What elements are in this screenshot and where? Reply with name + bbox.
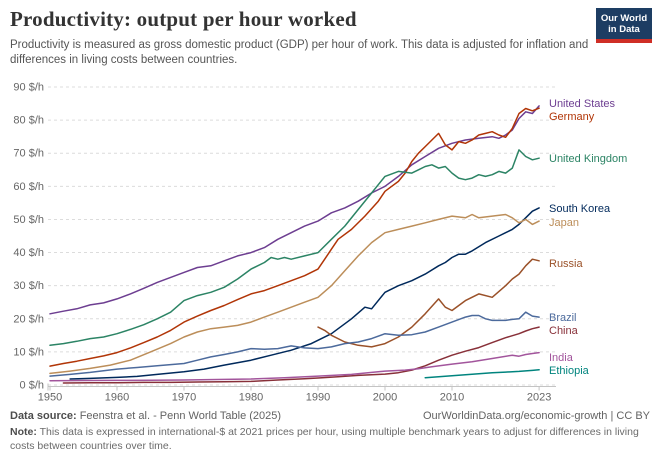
y-axis-tick-label: 80 $/h	[13, 115, 44, 127]
y-axis-tick-label: 30 $/h	[13, 280, 44, 292]
owid-logo[interactable]: Our World in Data	[596, 8, 652, 43]
chart-subtitle: Productivity is measured as gross domest…	[10, 39, 589, 66]
x-axis-tick-label: 2010	[440, 392, 464, 404]
y-axis-tick-label: 20 $/h	[13, 313, 44, 325]
chart-note: Note: This data is expressed in internat…	[10, 425, 650, 453]
x-axis-tick-label: 2023	[527, 392, 551, 404]
y-axis-tick-label: 50 $/h	[13, 214, 44, 226]
series-line-russia[interactable]	[317, 258, 540, 348]
y-axis-tick-label: 10 $/h	[13, 346, 44, 358]
y-axis-tick-label: 40 $/h	[13, 247, 44, 259]
series-line-germany[interactable]	[49, 107, 540, 367]
chart-title: Productivity: output per hour worked	[10, 7, 357, 31]
y-axis-tick-label: 70 $/h	[13, 148, 44, 160]
data-source: Data source: Feenstra et al. - Penn Worl…	[10, 410, 281, 422]
series-line-united-kingdom[interactable]	[49, 149, 540, 347]
series-label-united-kingdom[interactable]: United Kingdom	[549, 153, 627, 165]
chart-footer: Data source: Feenstra et al. - Penn Worl…	[10, 410, 650, 453]
owid-link[interactable]: OurWorldinData.org/economic-growth | CC …	[422, 410, 650, 422]
series-label-china[interactable]: China	[549, 325, 579, 337]
x-axis-tick-label: 1950	[38, 392, 62, 404]
series-line-ethiopia[interactable]	[424, 369, 540, 379]
note-label: Note:	[10, 426, 37, 438]
series-label-ethiopia[interactable]: Ethiopia	[549, 365, 590, 377]
series-label-united-states[interactable]: United States	[549, 98, 616, 110]
x-axis-tick-label: 2000	[373, 392, 397, 404]
y-axis-tick-label: 60 $/h	[13, 181, 44, 193]
x-axis-tick-label: 1990	[306, 392, 330, 404]
series-line-japan[interactable]	[49, 213, 540, 375]
series-line-south-korea[interactable]	[69, 207, 540, 380]
owid-logo-line2: in Data	[608, 24, 640, 36]
series-line-brazil[interactable]	[49, 311, 540, 377]
series-label-japan[interactable]: Japan	[549, 217, 579, 229]
data-source-label: Data source:	[10, 410, 77, 422]
note-text: This data is expressed in international-…	[10, 426, 639, 453]
series-line-india[interactable]	[49, 351, 540, 382]
series-label-south-korea[interactable]: South Korea	[549, 203, 611, 215]
data-source-text: Feenstra et al. - Penn World Table (2025…	[79, 410, 282, 422]
y-axis-tick-label: 0 $/h	[20, 380, 44, 392]
series-label-brazil[interactable]: Brazil	[549, 312, 577, 324]
series-label-russia[interactable]: Russia	[549, 258, 584, 270]
series-line-china[interactable]	[62, 326, 540, 384]
series-line-united-states[interactable]	[49, 105, 540, 315]
y-axis-tick-label: 90 $/h	[13, 82, 44, 94]
x-axis-tick-label: 1960	[105, 392, 129, 404]
x-axis-tick-label: 1980	[239, 392, 263, 404]
series-label-germany[interactable]: Germany	[549, 111, 595, 123]
x-axis-tick-label: 1970	[172, 392, 196, 404]
series-label-india[interactable]: India	[549, 352, 574, 364]
owid-logo-line1: Our World	[600, 13, 648, 24]
